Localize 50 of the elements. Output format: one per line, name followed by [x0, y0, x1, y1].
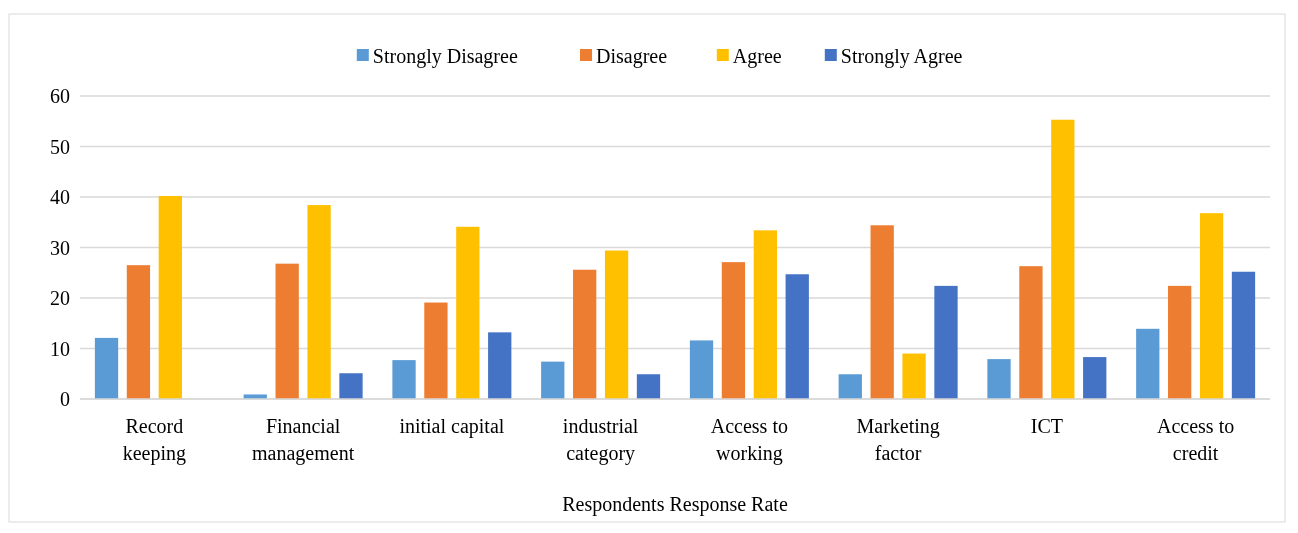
y-tick-label: 20	[50, 287, 70, 309]
bar	[934, 285, 958, 399]
bar	[1136, 328, 1160, 399]
x-tick-label: Access to working	[710, 415, 788, 465]
bar	[870, 225, 894, 399]
bar	[339, 373, 363, 399]
x-tick-label: industrial category	[562, 415, 639, 465]
bar	[94, 337, 119, 399]
bar	[1231, 271, 1256, 399]
x-tick-label: Financial management	[252, 415, 355, 465]
x-tick-label: ICT	[1030, 415, 1063, 437]
bar	[488, 332, 512, 399]
bar	[158, 195, 182, 399]
bar	[424, 302, 448, 399]
bar	[987, 359, 1011, 399]
legend-label: Strongly Disagree	[372, 45, 518, 68]
y-tick-label: 10	[50, 337, 70, 360]
bar	[392, 360, 416, 399]
legend-label: Strongly Agree	[840, 45, 963, 68]
y-tick-label: 60	[50, 85, 70, 107]
y-tick-label: 30	[50, 236, 70, 259]
bar	[456, 226, 480, 399]
x-tick-label: Record keeping	[122, 415, 187, 465]
x-axis-title: Respondents Response Rate	[562, 493, 788, 516]
bar	[275, 263, 299, 399]
bar	[307, 205, 331, 399]
bar	[721, 262, 746, 399]
bar	[1051, 119, 1075, 399]
y-tick-label: 40	[50, 186, 70, 208]
bar	[753, 230, 777, 399]
x-tick-label: Marketing factor	[856, 415, 940, 464]
bar	[1019, 266, 1043, 399]
bar	[785, 274, 809, 399]
x-tick-label: initial capital	[399, 415, 505, 438]
bar	[902, 353, 926, 399]
bar	[541, 361, 565, 399]
bar	[604, 250, 629, 399]
y-tick-label: 50	[50, 135, 70, 158]
bar	[636, 374, 661, 399]
bar	[1083, 357, 1107, 399]
bar	[838, 374, 862, 399]
legend-label: Disagree	[596, 45, 668, 68]
bar	[1199, 213, 1224, 399]
bar	[126, 265, 151, 399]
legend-label: Agree	[732, 45, 782, 68]
x-tick-label: Access to credit	[1157, 415, 1235, 464]
bar	[1168, 285, 1192, 399]
y-tick-label: 0	[60, 388, 70, 410]
bar	[573, 269, 597, 399]
bar	[689, 340, 714, 399]
